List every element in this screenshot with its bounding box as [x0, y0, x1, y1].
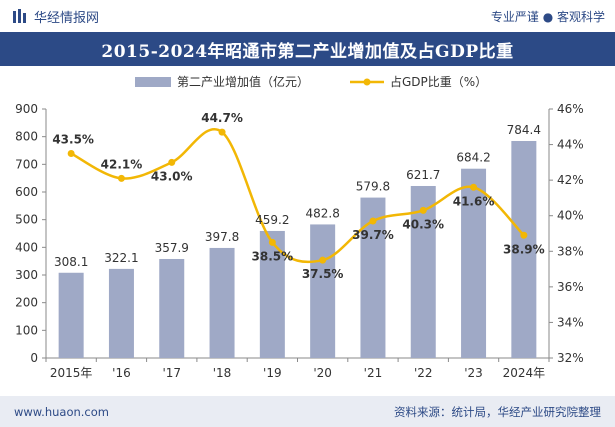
- share-point: [218, 128, 226, 136]
- footer: www.huaon.com 资料来源：统计局，华经产业研究院整理: [0, 396, 615, 427]
- line-value-label: 37.5%: [302, 267, 344, 281]
- line-value-label: 38.9%: [503, 242, 545, 256]
- y-right-tick-label: 34%: [557, 315, 584, 329]
- bar: [410, 185, 436, 358]
- bar: [159, 258, 185, 358]
- footer-source: 资料来源：统计局，华经产业研究院整理: [394, 404, 601, 419]
- x-tick-label: '18: [213, 366, 232, 380]
- bar: [461, 168, 487, 358]
- bar-value-label: 482.8: [305, 206, 339, 220]
- share-point: [520, 231, 528, 239]
- brand-name: 华经情报网: [34, 10, 100, 26]
- bar-value-label: 784.4: [507, 123, 541, 137]
- y-right-tick-label: 42%: [557, 173, 584, 187]
- chart-title: 2015-2024年昭通市第二产业增加值及占GDP比重: [101, 41, 514, 62]
- line-value-label: 43.0%: [151, 169, 193, 183]
- y-right-tick-label: 38%: [557, 244, 584, 258]
- line-value-label: 39.7%: [352, 228, 394, 242]
- bar: [58, 272, 84, 358]
- x-tick-label: 2024年: [503, 366, 546, 380]
- share-point: [419, 206, 427, 214]
- y-left-tick-label: 400: [15, 240, 38, 254]
- x-tick-label: '16: [112, 366, 131, 380]
- bar: [108, 268, 134, 358]
- share-point: [67, 149, 75, 157]
- bar-value-label: 308.1: [54, 255, 88, 269]
- x-tick-label: 2015年: [50, 366, 93, 380]
- chart-svg: 第二产业增加值（亿元） 占GDP比重（%） 0 100 200 300 400 500 600 7…: [15, 74, 584, 380]
- bar-value-label: 621.7: [406, 168, 440, 182]
- share-line: [70, 128, 525, 264]
- legend-bar-label: 第二产业增加值（亿元）: [177, 74, 309, 89]
- y-left-tick-label: 100: [15, 323, 38, 337]
- y-right-tick-label: 32%: [557, 351, 584, 365]
- y-right-tick-label: 40%: [557, 209, 584, 223]
- logo-icon: [13, 9, 26, 23]
- line-value-label: 40.3%: [402, 217, 444, 231]
- x-tick-label: '22: [414, 366, 433, 380]
- x-tick-label: '21: [364, 366, 383, 380]
- legend-line-label: 占GDP比重（%）: [390, 74, 487, 89]
- line-value-label: 43.5%: [52, 132, 94, 146]
- share-point: [369, 217, 377, 225]
- line-value-label: 38.5%: [252, 249, 294, 263]
- share-point: [168, 158, 176, 166]
- y-left-tick-label: 500: [15, 213, 38, 227]
- slogan: 专业严谨 ● 客观科学: [490, 9, 605, 24]
- chart-area: 第二产业增加值（亿元） 占GDP比重（%） 0 100 200 300 400 500 600 7…: [0, 66, 615, 396]
- line-value-label: 41.6%: [453, 194, 495, 208]
- bar: [511, 140, 537, 358]
- y-left-tick-label: 800: [15, 130, 38, 144]
- bar-value-label: 459.2: [255, 213, 289, 227]
- share-point: [319, 256, 327, 264]
- bar-value-label: 684.2: [456, 151, 490, 165]
- y-right-tick-label: 36%: [557, 280, 584, 294]
- title-band: 2015-2024年昭通市第二产业增加值及占GDP比重: [0, 32, 615, 66]
- y-left-tick-label: 300: [15, 268, 38, 282]
- bar-value-label: 397.8: [205, 230, 239, 244]
- y-right-tick-label: 46%: [557, 102, 584, 116]
- y-left-tick-label: 0: [30, 351, 38, 365]
- bar-value-label: 357.9: [155, 241, 189, 255]
- x-tick-label: '20: [313, 366, 332, 380]
- top-bar: 华经情报网 专业严谨 ● 客观科学: [0, 0, 615, 32]
- bar-value-label: 322.1: [104, 251, 138, 265]
- legend-line-marker: [363, 78, 371, 86]
- bar: [310, 224, 336, 358]
- line-value-label: 42.1%: [101, 157, 143, 171]
- legend-bar-swatch: [135, 77, 171, 87]
- brand: 华经情报网: [12, 7, 99, 26]
- share-point: [268, 238, 276, 246]
- bar: [209, 247, 235, 358]
- x-tick-label: '17: [162, 366, 181, 380]
- footer-url: www.huaon.com: [14, 404, 109, 419]
- y-left-tick-label: 700: [15, 157, 38, 171]
- line-value-label: 44.7%: [201, 111, 243, 125]
- y-left-tick-label: 200: [15, 296, 38, 310]
- y-right-tick-label: 44%: [557, 138, 584, 152]
- y-left-tick-label: 600: [15, 185, 38, 199]
- y-left-tick-label: 900: [15, 102, 38, 116]
- share-point: [117, 174, 125, 182]
- share-point: [470, 183, 478, 191]
- bar-value-label: 579.8: [356, 180, 390, 194]
- x-tick-label: '19: [263, 366, 282, 380]
- x-tick-label: '23: [464, 366, 483, 380]
